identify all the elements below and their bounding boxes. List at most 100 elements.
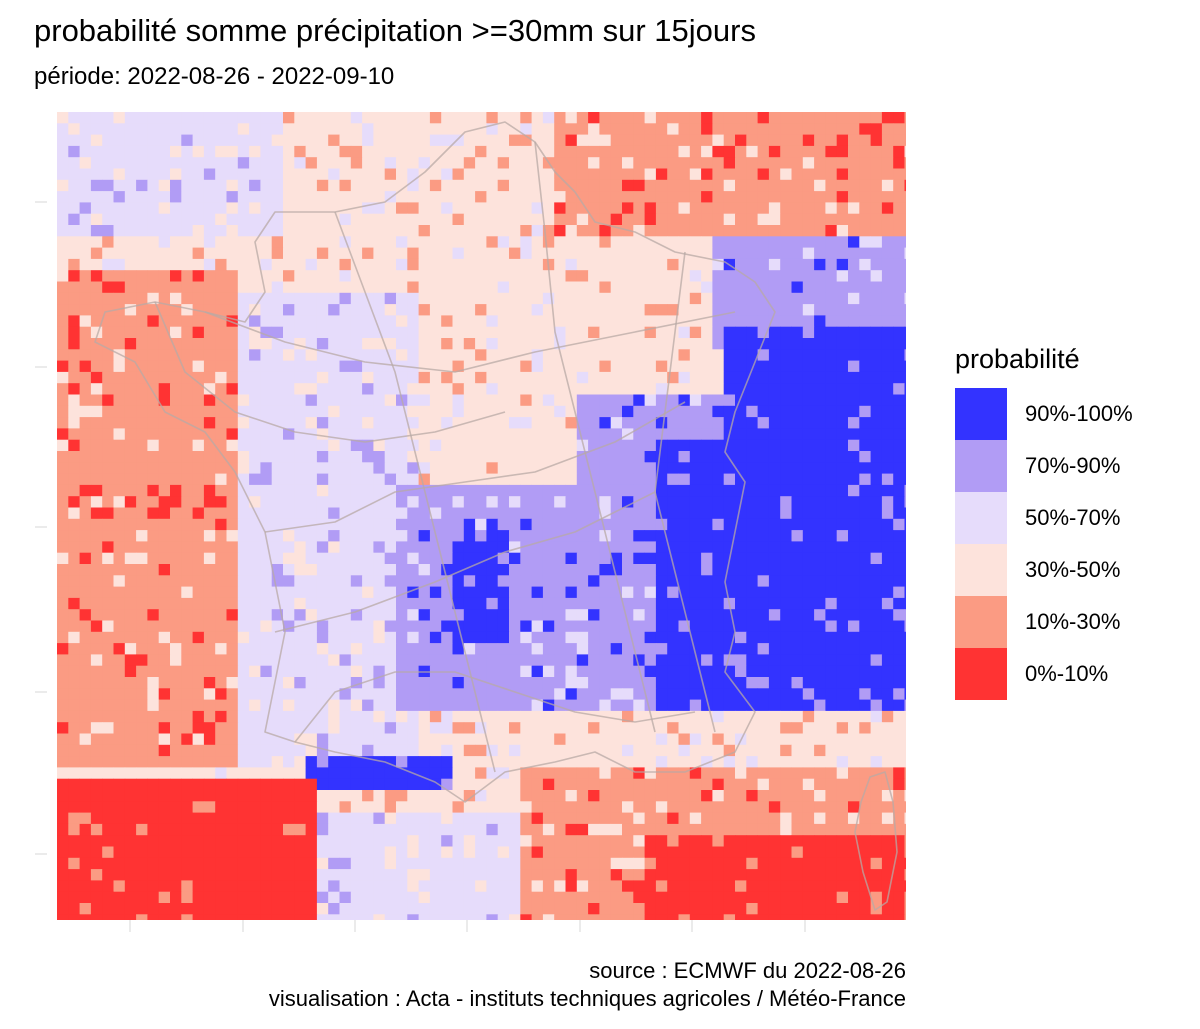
probability-cell [780, 484, 792, 497]
probability-cell [249, 733, 261, 746]
probability-cell [486, 801, 499, 813]
probability-cell [757, 801, 770, 813]
probability-cell [780, 575, 792, 587]
probability-cell [712, 778, 725, 791]
probability-cell [859, 145, 871, 158]
probability-cell [407, 394, 419, 407]
probability-cell [701, 778, 713, 791]
probability-cell [316, 383, 329, 395]
probability-cell [441, 338, 453, 350]
probability-cell [316, 213, 329, 226]
probability-cell [158, 586, 171, 599]
probability-cell [226, 699, 239, 712]
probability-cell [622, 631, 634, 644]
probability-cell [768, 383, 781, 395]
probability-cell [780, 586, 792, 599]
probability-cell [271, 213, 284, 226]
probability-cell [475, 270, 487, 282]
probability-cell [667, 202, 679, 215]
probability-cell [429, 371, 442, 384]
probability-cell [757, 484, 770, 497]
probability-cell [339, 688, 352, 700]
probability-cell [170, 767, 182, 780]
probability-cell [339, 756, 352, 768]
probability-cell [226, 688, 239, 700]
probability-cell [599, 597, 612, 610]
probability-cell [362, 484, 374, 497]
probability-cell [113, 846, 126, 859]
probability-cell [136, 801, 148, 813]
probability-cell [124, 394, 137, 407]
probability-cell [362, 677, 374, 689]
probability-cell [701, 371, 713, 384]
probability-cell [622, 756, 634, 768]
probability-cell [475, 213, 487, 226]
probability-cell [497, 451, 510, 463]
probability-cell [881, 473, 894, 486]
probability-cell [531, 778, 544, 791]
probability-cell [339, 191, 352, 203]
probability-cell [384, 767, 397, 780]
probability-cell [328, 281, 340, 294]
probability-cell [644, 439, 657, 452]
probability-cell [509, 326, 521, 339]
probability-cell [384, 462, 397, 474]
probability-cell [791, 801, 804, 813]
probability-cell [836, 134, 849, 147]
probability-cell [859, 112, 871, 124]
probability-cell [723, 394, 736, 407]
probability-cell [622, 677, 634, 689]
probability-cell [294, 835, 306, 847]
probability-cell [814, 654, 826, 667]
probability-cell [429, 225, 442, 237]
probability-cell [124, 270, 137, 282]
probability-cell [554, 145, 566, 158]
probability-cell [124, 812, 137, 825]
probability-cell [113, 552, 126, 565]
probability-cell [418, 123, 431, 135]
probability-cell [509, 247, 521, 260]
probability-cell [452, 145, 465, 158]
probability-cell [384, 620, 397, 633]
probability-cell [249, 371, 261, 384]
probability-cell [237, 428, 250, 441]
probability-cell [655, 394, 668, 407]
probability-cell [136, 123, 148, 135]
probability-cell [260, 191, 273, 203]
probability-cell [396, 112, 408, 124]
map-canvas [35, 112, 906, 932]
probability-cell [463, 733, 476, 746]
probability-cell [599, 823, 612, 836]
probability-cell [565, 473, 578, 486]
probability-cell [633, 383, 645, 395]
probability-cell [158, 733, 171, 746]
probability-cell [463, 677, 476, 689]
probability-cell [848, 428, 860, 441]
probability-cell [780, 767, 792, 780]
probability-cell [689, 349, 702, 361]
probability-cell [497, 812, 510, 825]
probability-cell [531, 767, 544, 780]
probability-cell [599, 462, 612, 474]
probability-cell [328, 733, 340, 746]
probability-cell [226, 304, 239, 316]
probability-cell [418, 778, 431, 791]
probability-cell [271, 134, 284, 147]
probability-cell [170, 688, 182, 700]
probability-cell [237, 405, 250, 418]
probability-cell [407, 846, 419, 859]
probability-cell [328, 609, 340, 621]
probability-cell [305, 778, 318, 791]
probability-cell [294, 439, 306, 452]
probability-cell [283, 326, 295, 339]
probability-cell [384, 360, 397, 373]
probability-cell [316, 823, 329, 836]
probability-cell [667, 451, 679, 463]
probability-cell [701, 270, 713, 282]
probability-cell [79, 801, 92, 813]
probability-cell [588, 247, 600, 260]
probability-cell [802, 530, 815, 542]
probability-cell [158, 541, 171, 554]
probability-cell [90, 586, 103, 599]
probability-cell [610, 134, 623, 147]
